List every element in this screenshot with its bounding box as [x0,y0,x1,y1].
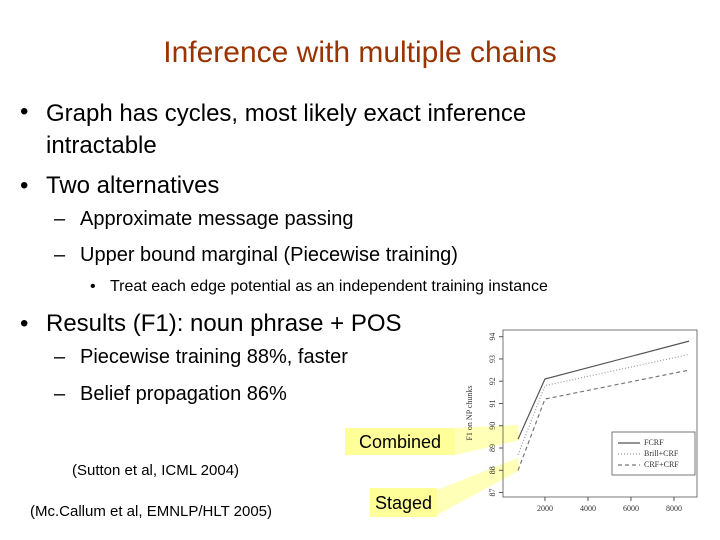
bullet-mark: • [90,278,96,295]
bullet-mark: – [54,346,66,368]
x-tick-label: 2000 [537,504,553,513]
y-tick-label: 91 [488,399,497,407]
bullet: Results (F1): noun phrase + POS [46,310,402,337]
y-tick-label: 93 [488,355,497,363]
sub-sub-bullet: Treat each edge potential as an independ… [110,278,548,295]
legend-label: Brill+CRF [644,449,679,458]
callout-text: Staged [374,493,433,513]
sub-bullet: Piecewise training 88%, faster [80,346,348,368]
slide-title: Inference with multiple chains [163,36,557,69]
series-line [517,340,690,440]
bullet-mark: – [54,208,66,230]
x-tick-label: 4000 [580,504,596,513]
callout-pointer [455,425,520,455]
y-tick-label: 88 [488,466,497,474]
citation: (Sutton et al, ICML 2004) [72,462,240,479]
legend-box [611,431,696,476]
callout-box [370,488,437,517]
bullet-mark: • [20,310,29,337]
sub-bullet: Belief propagation 86% [80,383,287,405]
citation: (Mc.Callum et al, EMNLP/HLT 2005) [30,503,273,520]
sub-bullet: Upper bound marginal (Piecewise training… [80,244,458,266]
legend-label: FCRF [644,438,664,447]
series-line [517,353,690,455]
bullet-mark: – [54,383,66,405]
y-axis-label: F1 on NP chunks [465,385,474,440]
y-tick-label: 89 [488,444,497,452]
callout-text: Combined [358,432,442,452]
bullet: Graph has cycles, most likely exact infe… [46,100,527,159]
legend-label: CRF+CRF [644,460,679,469]
bullet: Two alternatives [46,172,220,199]
bullet-mark: • [20,172,29,199]
callout-box [345,428,455,455]
sub-bullet: Approximate message passing [80,208,354,230]
plot-frame [502,329,698,498]
y-tick-label: 94 [488,333,497,341]
y-tick-label: 87 [488,489,497,497]
x-tick-label: 6000 [623,504,639,513]
callout-pointer [437,458,520,515]
bullet-mark: – [54,244,66,266]
x-tick-label: 8000 [666,504,682,513]
bullet-mark: • [20,98,29,125]
y-tick-label: 92 [488,377,497,385]
y-tick-label: 90 [488,422,497,430]
